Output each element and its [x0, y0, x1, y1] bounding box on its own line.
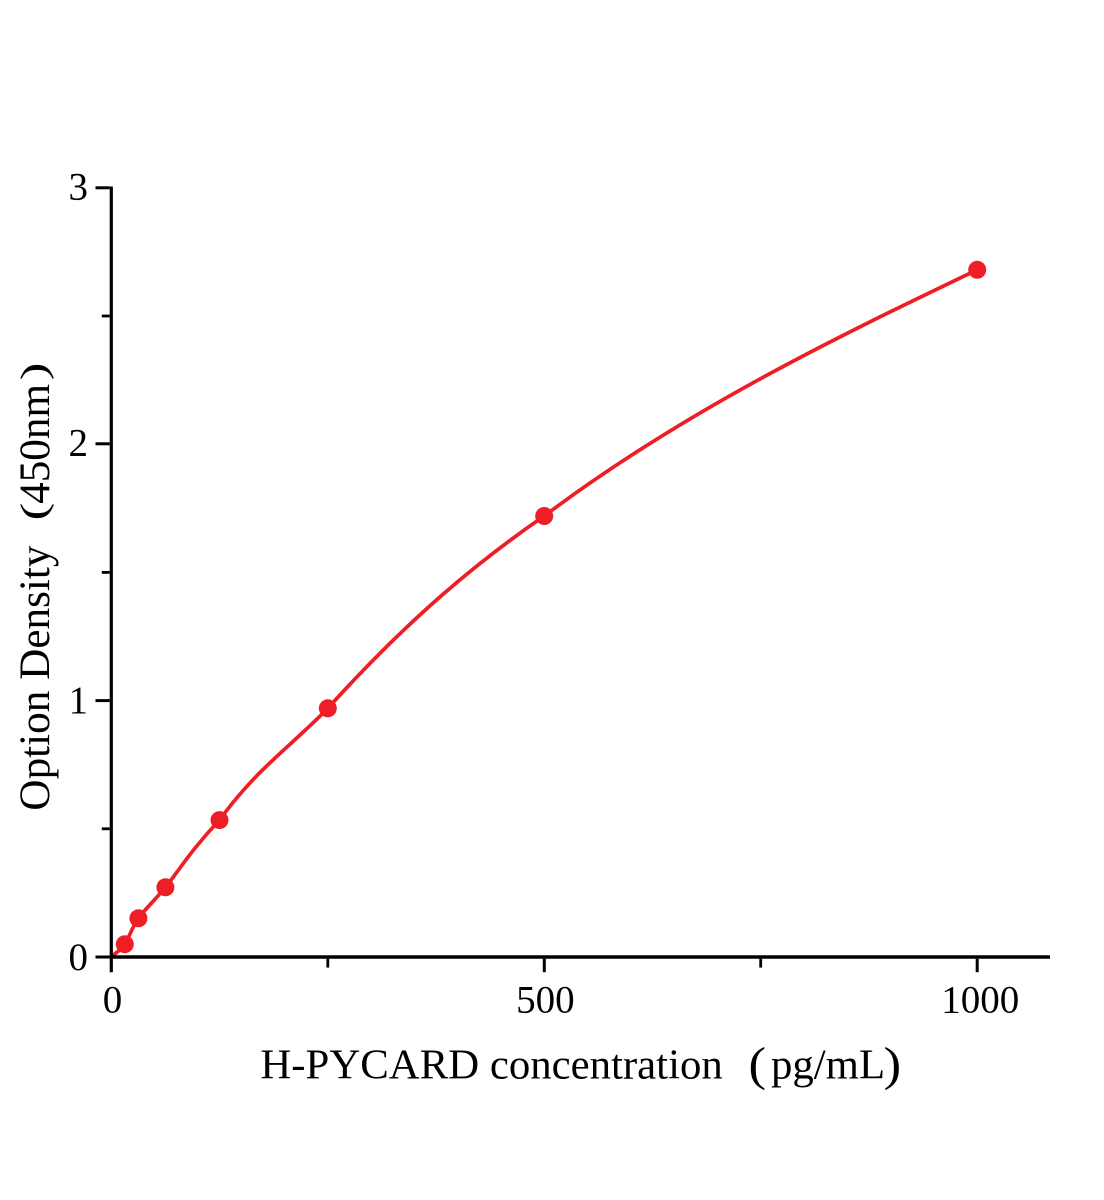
svg-text:Option Density: Option Density [12, 545, 59, 811]
svg-text:500: 500 [516, 979, 575, 1022]
svg-text:): ) [13, 362, 54, 380]
svg-text:H-PYCARD concentration: H-PYCARD concentration [260, 1042, 722, 1089]
svg-text:pg/mL: pg/mL [771, 1042, 885, 1089]
svg-text:0: 0 [69, 936, 89, 979]
svg-text:0: 0 [103, 979, 123, 1022]
svg-text:1: 1 [69, 679, 89, 722]
svg-text:3: 3 [69, 165, 89, 208]
svg-text:(: ( [13, 503, 54, 521]
svg-text:): ) [884, 1037, 902, 1090]
svg-text:(: ( [749, 1037, 767, 1090]
svg-text:1000: 1000 [941, 979, 1019, 1022]
svg-text:450nm: 450nm [12, 384, 59, 504]
svg-text:2: 2 [69, 422, 89, 465]
